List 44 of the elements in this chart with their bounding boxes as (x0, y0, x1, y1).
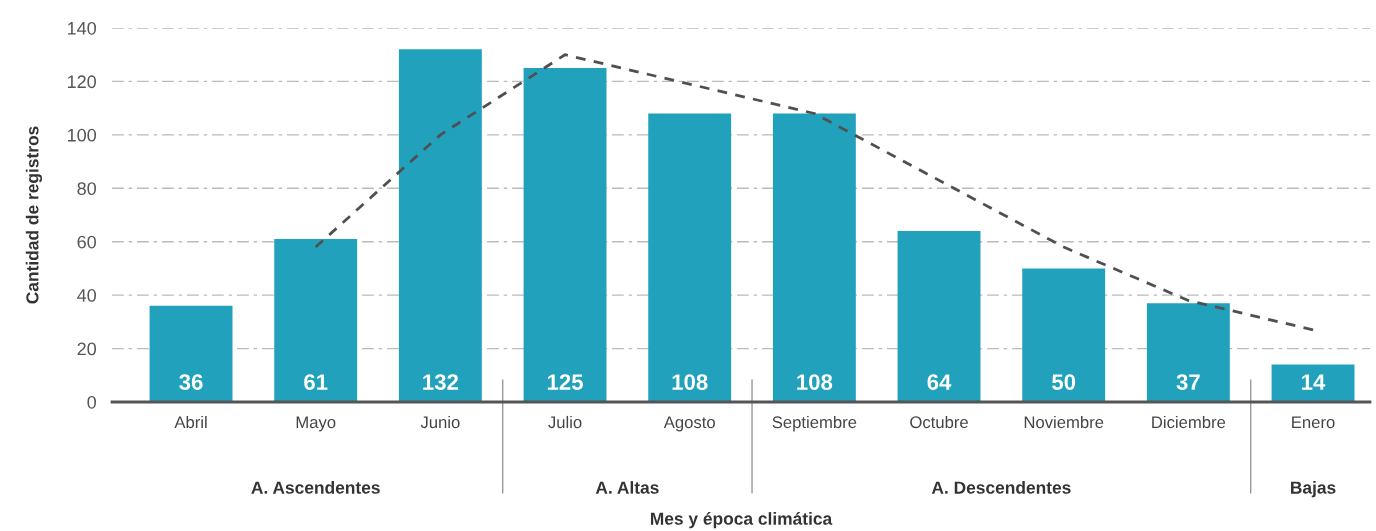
y-tick-label: 60 (77, 235, 97, 249)
bar (648, 113, 732, 402)
data-label: 132 (423, 374, 459, 390)
data-label: 125 (547, 374, 583, 390)
data-label: 37 (1176, 374, 1200, 390)
bar (149, 305, 233, 402)
data-label: 50 (1052, 374, 1076, 390)
bar (1022, 268, 1106, 402)
bar (1271, 364, 1355, 402)
x-tick-label: Abril (174, 415, 207, 429)
x-tick-label: Agosto (663, 416, 715, 432)
text: Bajas (1291, 481, 1336, 498)
y-axis-title: Cantidad de registros (25, 126, 43, 304)
bar (274, 239, 358, 402)
x-tick-label: Octubre (910, 415, 968, 429)
x-tick-label: Junio (420, 415, 460, 429)
x-tick-label: Mayo (296, 416, 336, 432)
data-label: 14 (1302, 374, 1326, 390)
y-tick-label: 40 (77, 289, 97, 302)
y-tick-label: 80 (77, 182, 97, 196)
text: A. Ascendentes (251, 481, 380, 494)
text: A. Descendentes (931, 481, 1071, 494)
text: A. Altas (595, 481, 659, 494)
bar (772, 113, 856, 402)
x-tick-label: Julio (548, 415, 582, 429)
data-label: 61 (304, 374, 328, 390)
y-tick-label: 0 (87, 395, 97, 409)
bar (523, 68, 607, 402)
x-tick-label: Diciembre (1152, 415, 1226, 429)
x-tick-label: Enero (1292, 416, 1335, 429)
bar (897, 231, 981, 402)
x-tick-label: Septiembre (772, 415, 857, 432)
x-axis-title: Mes y época climática (650, 511, 833, 529)
y-tick-label: 20 (77, 342, 97, 356)
data-label: 64 (927, 374, 952, 390)
y-tick-label: 100 (67, 128, 97, 142)
x-tick-label: Noviembre (1024, 415, 1104, 429)
y-tick-label: 120 (67, 75, 97, 89)
y-tick-label: 140 (67, 21, 97, 35)
bar (1146, 303, 1230, 402)
data-label: 36 (179, 374, 203, 390)
data-label: 108 (672, 374, 708, 390)
data-label: 108 (797, 374, 833, 390)
bar (398, 49, 482, 402)
